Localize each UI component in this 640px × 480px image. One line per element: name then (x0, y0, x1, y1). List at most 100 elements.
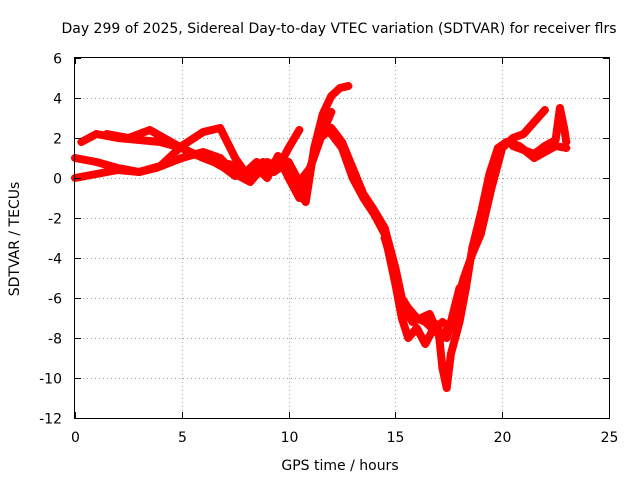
data-point-marker (359, 194, 368, 202)
x-tick-label: 25 (601, 430, 619, 446)
data-point-marker (77, 138, 86, 146)
data-point-marker (370, 210, 378, 218)
data-point-marker (560, 124, 569, 132)
data-point-marker (530, 118, 539, 126)
data-point-marker (451, 304, 460, 312)
data-point-marker (103, 130, 111, 138)
data-point-marker (404, 334, 413, 342)
data-point-marker (555, 104, 564, 112)
data-point-marker (241, 174, 250, 182)
data-point-marker (145, 126, 154, 134)
x-axis-title: GPS time / hours (281, 458, 398, 474)
data-point-marker (156, 162, 165, 170)
y-tick-label: -2 (48, 212, 62, 228)
data-point-marker (476, 210, 485, 218)
data-point-marker (551, 136, 560, 144)
chart-title: Day 299 of 2025, Sidereal Day-to-day VTE… (61, 21, 616, 37)
data-point-marker (284, 158, 293, 166)
data-point-marker (519, 146, 528, 154)
y-tick-label: 2 (53, 132, 62, 148)
data-point-marker (434, 322, 443, 330)
data-point-marker (295, 194, 304, 202)
data-point-marker (124, 134, 133, 142)
data-point-marker (348, 174, 357, 182)
data-point-marker (199, 128, 208, 136)
data-point-marker (316, 124, 325, 132)
data-point-marker (92, 170, 101, 178)
data-point-marker (446, 350, 455, 358)
data-series (71, 82, 571, 392)
data-point-marker (562, 138, 571, 146)
data-point-marker (468, 244, 477, 252)
data-point-marker (391, 270, 400, 278)
data-point-marker (301, 198, 310, 206)
data-point-marker (273, 152, 282, 160)
data-point-marker (438, 364, 447, 372)
data-point-marker (455, 318, 464, 326)
x-tick-label: 0 (71, 430, 80, 446)
data-point-marker (461, 284, 470, 292)
data-point-marker (335, 84, 344, 92)
data-point-marker (252, 164, 261, 172)
series-track-9 (508, 104, 571, 158)
data-point-marker (421, 340, 430, 348)
data-point-marker (530, 150, 539, 158)
data-point-marker (508, 142, 517, 150)
grid (75, 58, 609, 418)
data-point-marker (380, 234, 389, 242)
data-point-marker (438, 318, 447, 326)
data-point-marker (423, 314, 432, 322)
y-tick-label: -12 (39, 412, 62, 428)
data-point-marker (167, 138, 176, 146)
data-point-marker (284, 174, 293, 182)
data-point-marker (442, 334, 451, 342)
y-tick-label: 6 (53, 52, 62, 68)
data-point-marker (493, 144, 502, 152)
data-point-marker (442, 384, 451, 392)
y-tick-label: -8 (48, 332, 62, 348)
y-tick-label: 4 (53, 92, 62, 108)
data-point-marker (399, 304, 408, 312)
data-point-marker (327, 108, 336, 116)
data-point-marker (338, 144, 346, 152)
x-tick-label: 20 (494, 430, 512, 446)
x-tick-label: 5 (178, 430, 187, 446)
data-point-marker (344, 82, 353, 90)
y-tick-label: -10 (39, 372, 62, 388)
data-point-marker (327, 92, 336, 100)
plot-frame (74, 57, 610, 419)
data-point-marker (113, 166, 122, 174)
data-point-marker (135, 168, 144, 176)
y-tick-label: 0 (53, 172, 62, 188)
data-point-marker (188, 150, 197, 158)
data-point-marker (231, 162, 240, 170)
data-point-marker (92, 158, 101, 166)
data-point-marker (231, 154, 240, 162)
data-point-marker (502, 138, 511, 146)
data-point-marker (177, 154, 186, 162)
data-point-marker (316, 134, 325, 142)
data-point-marker (519, 130, 528, 138)
series-trace (103, 124, 336, 202)
data-point-marker (306, 164, 314, 172)
data-point-marker (216, 124, 225, 132)
data-point-marker (540, 106, 549, 114)
data-point-marker (327, 130, 336, 138)
data-point-marker (540, 142, 549, 150)
data-point-marker (408, 318, 417, 326)
data-point-marker (92, 130, 101, 138)
x-tick-label: 15 (387, 430, 405, 446)
x-tick-label: 10 (281, 430, 299, 446)
data-point-marker (295, 126, 304, 134)
data-point-marker (318, 110, 327, 118)
data-point-marker (263, 174, 272, 182)
y-tick-label: -4 (48, 252, 62, 268)
data-point-marker (485, 170, 494, 178)
y-axis-title: SDTVAR / TECUs (7, 182, 23, 297)
data-point-marker (231, 172, 240, 180)
data-point-marker (412, 324, 421, 332)
data-point-marker (284, 144, 293, 152)
data-point-marker (397, 314, 406, 322)
y-tick-label: -6 (48, 292, 62, 308)
